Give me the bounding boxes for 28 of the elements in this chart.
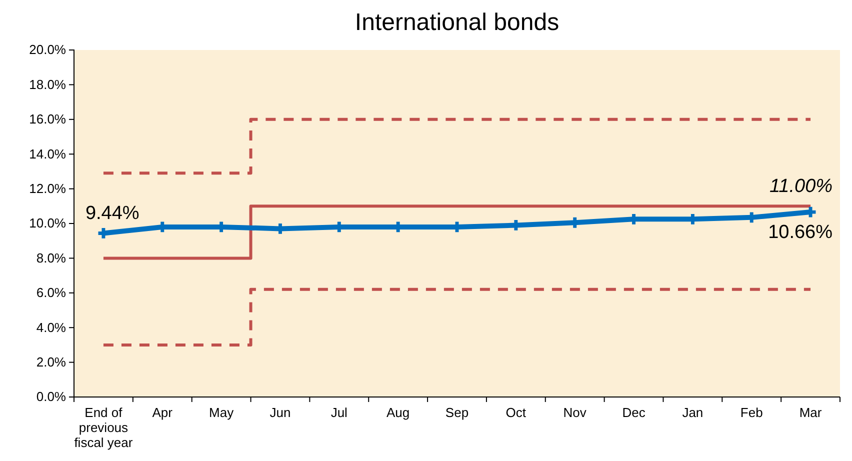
y-tick-label: 18.0% <box>29 76 66 92</box>
y-tick-label: 8.0% <box>36 250 66 266</box>
annotation: 10.66% <box>768 222 833 244</box>
y-tick-label: 20.0% <box>29 42 66 58</box>
y-tick-label: 16.0% <box>29 112 66 127</box>
x-tick-label: End of previous fiscal year <box>74 405 134 450</box>
y-tick-label: 12.0% <box>29 180 66 196</box>
y-tick-label: 4.0% <box>36 320 66 335</box>
x-tick-label: Feb <box>740 405 763 420</box>
y-tick-label: 6.0% <box>36 285 66 300</box>
x-tick-label: Oct <box>506 405 526 420</box>
annotation: 9.44% <box>85 203 140 224</box>
x-tick-label: Mar <box>799 405 822 420</box>
annotation: 11.00% <box>770 176 833 198</box>
x-tick-label: Jun <box>270 405 291 420</box>
x-tick-label: Jan <box>682 405 704 420</box>
x-tick-label: Dec <box>622 405 646 420</box>
chart-title: International bonds <box>354 9 560 36</box>
x-tick-label: Nov <box>563 405 587 420</box>
x-tick-label: May <box>209 405 234 420</box>
x-tick-label: Jul <box>330 405 348 420</box>
y-tick-label: 10.0% <box>29 216 66 231</box>
y-tick-label: 14.0% <box>29 146 66 162</box>
y-tick-label: 2.0% <box>36 354 66 370</box>
y-tick-label: 0.0% <box>36 389 66 404</box>
x-tick-label: Sep <box>445 405 469 420</box>
x-tick-label: Aug <box>386 405 410 420</box>
x-tick-label: Apr <box>152 405 174 420</box>
